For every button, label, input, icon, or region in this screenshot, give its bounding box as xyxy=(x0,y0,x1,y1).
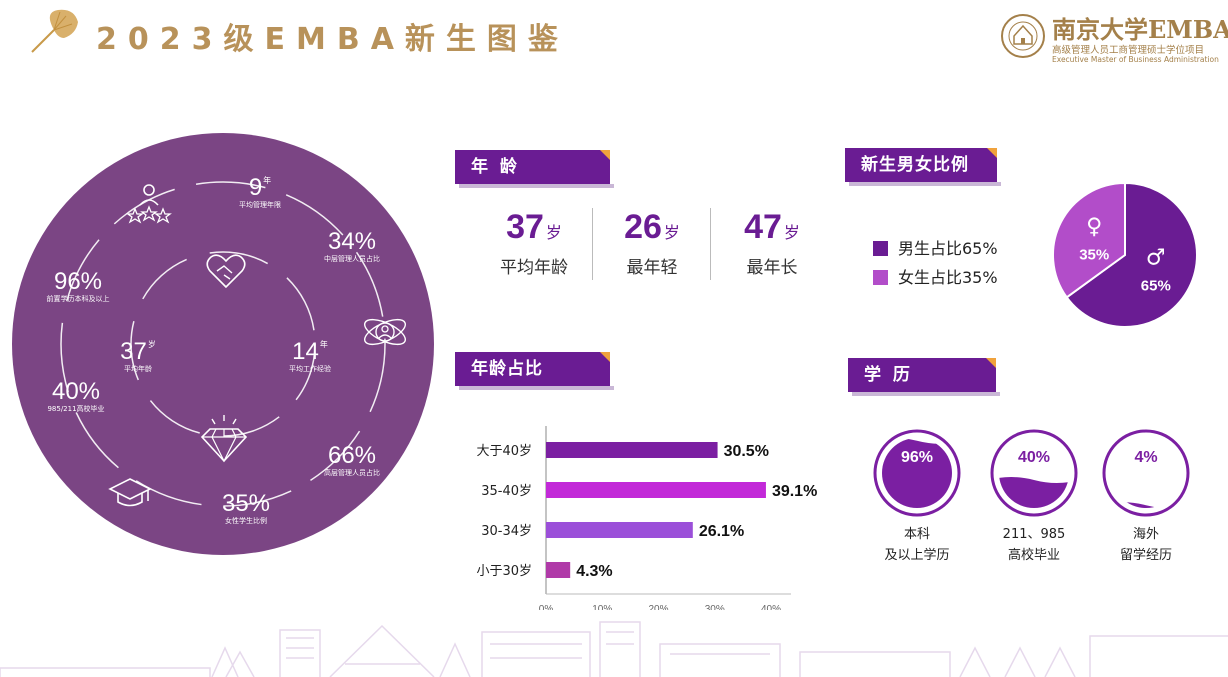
gauge-fill xyxy=(999,477,1069,508)
age-youngest: 26 岁 最年轻 xyxy=(624,208,680,278)
bar-value-label: 26.1% xyxy=(699,523,744,540)
pie-slice xyxy=(1065,181,1198,328)
edu-gauge-bachelor: 96% xyxy=(873,429,961,517)
stat-middle-management: 34% 中层管理人员占比 xyxy=(324,228,380,264)
graduation-cap-icon xyxy=(108,478,152,507)
gauge-value-label: 40% xyxy=(1018,449,1050,466)
gauge-ring xyxy=(990,429,1078,517)
edu-985-211: 40% 211、985 高校毕业 xyxy=(989,428,1079,564)
bar-value-label: 30.5% xyxy=(724,443,769,460)
legend-female: 女生占比35% xyxy=(873,264,998,288)
age-average: 37 岁 平均年龄 xyxy=(500,208,568,278)
pie-symbol-label: ♂ xyxy=(1146,246,1166,271)
pie-slice xyxy=(1052,181,1126,299)
gauge-ring xyxy=(873,429,961,517)
category-label: 小于30岁 xyxy=(476,564,532,579)
stat-bachelor-degree: 96% 前置学历本科及以上 xyxy=(46,268,110,304)
age-oldest: 47 岁 最年长 xyxy=(744,208,800,278)
x-tick-label: 0% xyxy=(539,604,554,610)
atom-person-icon xyxy=(364,318,406,346)
brand-english: Executive Master of Business Administrat… xyxy=(1052,55,1219,64)
gauge-value-label: 96% xyxy=(901,449,933,466)
category-label: 30-34岁 xyxy=(481,524,532,539)
brand-name: 南京大学EMBA xyxy=(1052,15,1228,44)
bar xyxy=(546,482,766,498)
edu-gauge-overseas: 4% xyxy=(1102,429,1190,517)
age-ratio-section-header: 年龄占比 xyxy=(455,352,614,390)
ginkgo-leaf-icon xyxy=(31,9,78,53)
bar-value-label: 4.3% xyxy=(576,563,612,580)
circle-rings xyxy=(60,181,386,507)
divider xyxy=(592,208,593,280)
x-tick-label: 30% xyxy=(705,604,725,610)
divider xyxy=(710,208,711,280)
legend-male: 男生占比65% xyxy=(873,235,998,259)
education-section-header: 学 历 xyxy=(848,358,1000,396)
x-tick-label: 10% xyxy=(592,604,612,610)
stat-avg-management-years: 9年 平均管理年限 xyxy=(239,174,281,210)
person-stars-icon xyxy=(126,184,172,224)
gauge-ring xyxy=(1102,429,1190,517)
bar xyxy=(546,562,571,578)
stat-avg-work-experience: 14年 平均工作经验 xyxy=(289,338,331,374)
stat-avg-age: 37岁 平均年龄 xyxy=(120,338,156,374)
category-label: 35-40岁 xyxy=(481,484,532,499)
age-ratio-bar-chart: 大于40岁 30.5% 35-40岁 39.1% 30-34岁 26.1% 小于30岁 4.3… xyxy=(476,426,817,610)
x-tick-label: 40% xyxy=(761,604,781,610)
stat-senior-management: 66% 高层管理人员占比 xyxy=(324,442,380,478)
legend-swatch-female xyxy=(873,270,888,285)
page-title: 2023级EMBA新生图鉴 xyxy=(96,22,569,57)
brand-logo: 南京大学EMBA 高级管理人员工商管理硕士学位项目 Executive Mast… xyxy=(1000,10,1228,68)
university-seal-icon xyxy=(1001,14,1045,58)
pie-percent-label: 65% xyxy=(1141,278,1171,295)
heart-handshake-icon xyxy=(206,254,246,289)
edu-overseas: 4% 海外 留学经历 xyxy=(1101,428,1191,564)
gauge-value-label: 4% xyxy=(1134,449,1157,466)
brand-subtitle: 高级管理人员工商管理硕士学位项目 xyxy=(1052,45,1205,56)
x-tick-label: 20% xyxy=(648,604,668,610)
gender-pie-chart: ♂ 65% ♀ 35% xyxy=(1052,181,1198,328)
bar xyxy=(546,442,718,458)
campus-skyline-decoration xyxy=(0,621,1228,677)
category-label: 大于40岁 xyxy=(476,444,532,459)
stat-female-ratio: 35% 女性学生比例 xyxy=(221,490,271,526)
edu-bachelor: 96% 本科 及以上学历 xyxy=(872,428,962,564)
age-section-header: 年 龄 xyxy=(455,150,614,188)
gender-section-header: 新生男女比例 xyxy=(845,148,1001,186)
stats-circle: 9年 平均管理年限 34% 中层管理人员占比 96% 前置学历本科及以上 37岁… xyxy=(12,133,434,555)
pie-symbol-label: ♀ xyxy=(1086,214,1102,239)
legend-swatch-male xyxy=(873,241,888,256)
bar-value-label: 39.1% xyxy=(772,483,817,500)
pie-percent-label: 35% xyxy=(1079,246,1109,263)
gauge-fill xyxy=(882,438,952,508)
stat-985-211: 40% 985/211高校毕业 xyxy=(47,378,105,414)
diamond-icon xyxy=(200,415,248,463)
edu-gauge-985-211: 40% xyxy=(990,429,1078,517)
bar xyxy=(546,522,693,538)
